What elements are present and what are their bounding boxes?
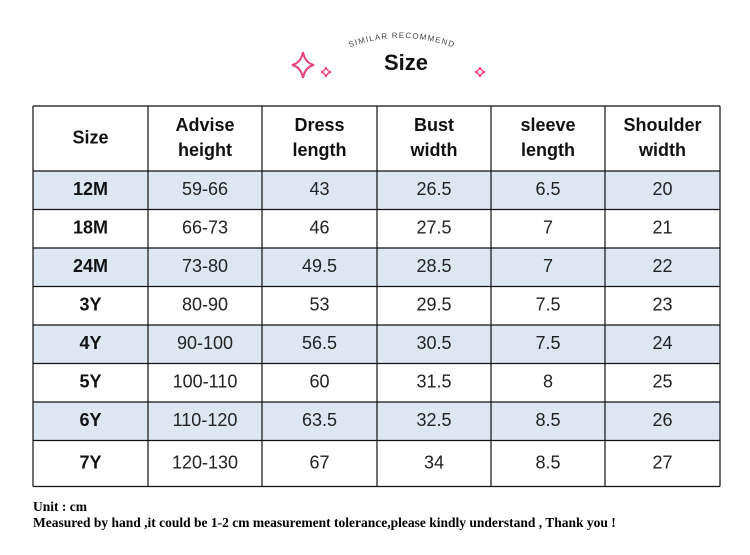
sparkle — [320, 66, 332, 78]
cell: 7 — [543, 256, 553, 276]
cell: 46 — [309, 218, 329, 238]
cell: 26 — [652, 410, 672, 430]
row-label: 4Y — [79, 333, 101, 353]
note: Measured by hand ,it could be 1-2 cm mea… — [33, 515, 616, 530]
header-cell: width — [410, 140, 458, 160]
cell: 29.5 — [416, 295, 451, 315]
cell: 49.5 — [302, 256, 337, 276]
cell: 30.5 — [416, 333, 451, 353]
cell: 27 — [652, 452, 672, 472]
row-label: 5Y — [79, 372, 101, 392]
row-label: 7Y — [79, 452, 101, 472]
cell: 21 — [652, 218, 672, 238]
cell: 28.5 — [416, 256, 451, 276]
cell: 6.5 — [535, 179, 560, 199]
row-label: 18M — [73, 218, 108, 238]
size-table: Size Advise height Dress length Bust width slee… — [32, 105, 721, 488]
cell: 56.5 — [302, 333, 337, 353]
header-cell: width — [638, 140, 686, 160]
cell: 25 — [652, 372, 672, 392]
cell: 31.5 — [416, 372, 451, 392]
sparkle — [474, 66, 486, 78]
cell: 7.5 — [535, 295, 560, 315]
cell: 80-90 — [182, 295, 228, 315]
cell: 7 — [543, 218, 553, 238]
row-label: 12M — [73, 179, 108, 199]
cell: 34 — [424, 452, 444, 472]
note: Unit : cm — [33, 499, 88, 514]
title: Size — [384, 50, 428, 75]
header-cell: Bust — [414, 115, 454, 135]
cell: 67 — [309, 452, 329, 472]
header-cell: sleeve — [520, 115, 575, 135]
cell: 120-130 — [172, 452, 238, 472]
cell: 110-120 — [173, 410, 238, 430]
header-cell: Size — [72, 127, 108, 147]
cell: 26.5 — [416, 179, 451, 199]
cell: 59-66 — [182, 179, 228, 199]
cell: 73-80 — [182, 256, 228, 276]
row-label: 24M — [73, 256, 108, 276]
header-cell: Advise — [175, 115, 234, 135]
cell: 100-110 — [173, 372, 238, 392]
cell: 90-100 — [177, 333, 233, 353]
header-cell: Shoulder — [623, 115, 701, 135]
header-cell: height — [178, 140, 232, 160]
header-cell: length — [521, 140, 575, 160]
row-label: 3Y — [79, 295, 101, 315]
subtitle: SIMILAR RECOMMEND — [347, 31, 456, 49]
cell: 53 — [309, 295, 329, 315]
cell: 27.5 — [416, 218, 451, 238]
cell: 43 — [309, 179, 329, 199]
cell: 8.5 — [535, 410, 560, 430]
cell: 60 — [309, 372, 329, 392]
cell: 63.5 — [302, 410, 337, 430]
cell: 66-73 — [182, 218, 228, 238]
sparkle — [291, 51, 315, 79]
row-label: 6Y — [79, 410, 101, 430]
subtitle-path: SIMILAR RECOMMEND — [347, 31, 455, 49]
header-cell: Dress — [294, 115, 344, 135]
cell: 7.5 — [535, 333, 560, 353]
cell: 24 — [652, 333, 672, 353]
cell: 32.5 — [416, 410, 451, 430]
header-cell: length — [293, 140, 347, 160]
cell: 8.5 — [535, 452, 560, 472]
cell: 22 — [652, 256, 672, 276]
cell: 23 — [652, 295, 672, 315]
cell: 20 — [652, 179, 672, 199]
cell: 8 — [543, 372, 553, 392]
